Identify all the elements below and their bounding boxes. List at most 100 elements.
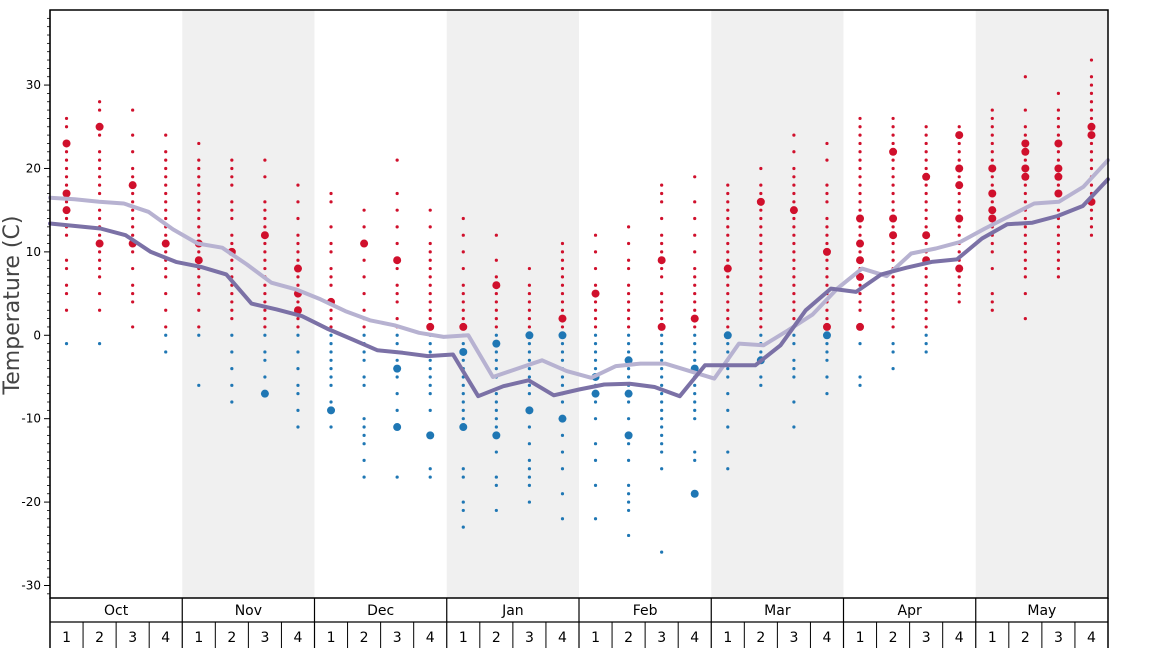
temperature-point <box>660 308 664 312</box>
temperature-point <box>197 308 201 312</box>
temperature-point <box>395 392 399 396</box>
temperature-point <box>494 392 498 396</box>
temperature-point <box>1023 316 1027 321</box>
week-label: 3 <box>393 630 402 646</box>
temperature-point <box>660 291 664 296</box>
temperature-point <box>626 375 631 379</box>
temperature-point <box>560 358 565 362</box>
temperature-point <box>329 383 333 387</box>
temperature-point <box>560 467 565 471</box>
temperature-point <box>395 333 399 337</box>
temperature-point <box>461 383 465 387</box>
temperature-point <box>230 183 234 187</box>
temperature-point <box>560 400 565 404</box>
temperature-point <box>825 283 829 287</box>
temperature-point <box>527 283 532 287</box>
temperature-point <box>626 400 631 404</box>
month-band <box>182 10 315 598</box>
temperature-point <box>792 400 796 404</box>
temperature-point <box>924 125 928 129</box>
temperature-point <box>759 183 763 187</box>
temperature-point <box>1023 241 1027 246</box>
temperature-point <box>527 483 532 488</box>
temperature-point <box>1023 233 1027 237</box>
temperature-point <box>64 158 69 162</box>
temperature-point <box>660 367 664 371</box>
temperature-point <box>230 208 234 212</box>
temperature-point <box>329 400 333 404</box>
temperature-point <box>726 367 730 371</box>
temperature-point <box>756 197 765 206</box>
temperature-point <box>494 300 498 304</box>
temperature-point <box>1021 139 1030 148</box>
temperature-point <box>461 467 465 471</box>
temperature-point <box>1056 183 1061 187</box>
temperature-point <box>693 458 697 462</box>
y-tick-label: 30 <box>26 78 41 92</box>
temperature-point <box>825 392 829 396</box>
temperature-point <box>1056 266 1061 271</box>
temperature-point <box>164 291 168 296</box>
temperature-point <box>560 383 565 387</box>
temperature-point <box>660 216 664 221</box>
temperature-point <box>626 342 631 346</box>
temperature-point <box>327 406 336 415</box>
temperature-point <box>1023 291 1027 296</box>
temperature-point <box>197 200 201 204</box>
temperature-point <box>626 350 631 354</box>
temperature-point <box>461 417 465 421</box>
temperature-point <box>296 383 300 387</box>
temperature-point <box>461 342 465 346</box>
temperature-point <box>891 291 895 296</box>
temperature-point <box>957 291 961 296</box>
temperature-point <box>726 392 730 396</box>
temperature-point <box>1056 133 1061 137</box>
temperature-point <box>1089 141 1094 146</box>
y-tick-label: 20 <box>26 161 41 175</box>
temperature-point <box>822 331 831 340</box>
temperature-point <box>858 383 862 387</box>
temperature-point <box>131 291 135 296</box>
temperature-point <box>792 250 796 254</box>
temperature-point <box>230 158 234 162</box>
temperature-point <box>461 233 465 237</box>
temperature-point <box>1023 158 1027 162</box>
temperature-point <box>660 400 664 404</box>
temperature-point <box>891 367 895 371</box>
temperature-point <box>792 191 796 196</box>
week-label: 2 <box>1021 630 1030 646</box>
temperature-point <box>626 333 631 337</box>
temperature-point <box>924 275 928 279</box>
temperature-point <box>230 333 234 337</box>
temperature-point <box>95 122 104 131</box>
temperature-point <box>362 258 366 262</box>
temperature-point <box>1089 75 1094 79</box>
temperature-point <box>492 281 501 290</box>
temperature-point <box>494 325 498 329</box>
temperature-point <box>362 442 366 446</box>
temperature-point <box>395 208 399 212</box>
temperature-point <box>164 325 168 329</box>
temperature-point <box>660 275 664 279</box>
temperature-point <box>197 216 201 221</box>
temperature-point <box>329 250 333 254</box>
temperature-point <box>362 433 366 437</box>
temperature-point <box>726 291 730 296</box>
temperature-point <box>891 325 895 329</box>
temperature-point <box>494 425 498 429</box>
temperature-point <box>660 333 664 337</box>
temperature-point <box>97 208 102 212</box>
temperature-point <box>395 158 399 162</box>
temperature-point <box>726 467 730 471</box>
temperature-point <box>889 231 898 240</box>
temperature-point <box>693 175 697 179</box>
temperature-point <box>924 208 928 212</box>
temperature-point <box>924 241 928 246</box>
temperature-point <box>593 333 598 337</box>
temperature-point <box>161 239 170 248</box>
temperature-point <box>263 333 267 337</box>
temperature-point <box>230 241 234 246</box>
temperature-point <box>395 283 399 287</box>
temperature-point <box>426 322 435 331</box>
temperature-point <box>230 216 234 221</box>
